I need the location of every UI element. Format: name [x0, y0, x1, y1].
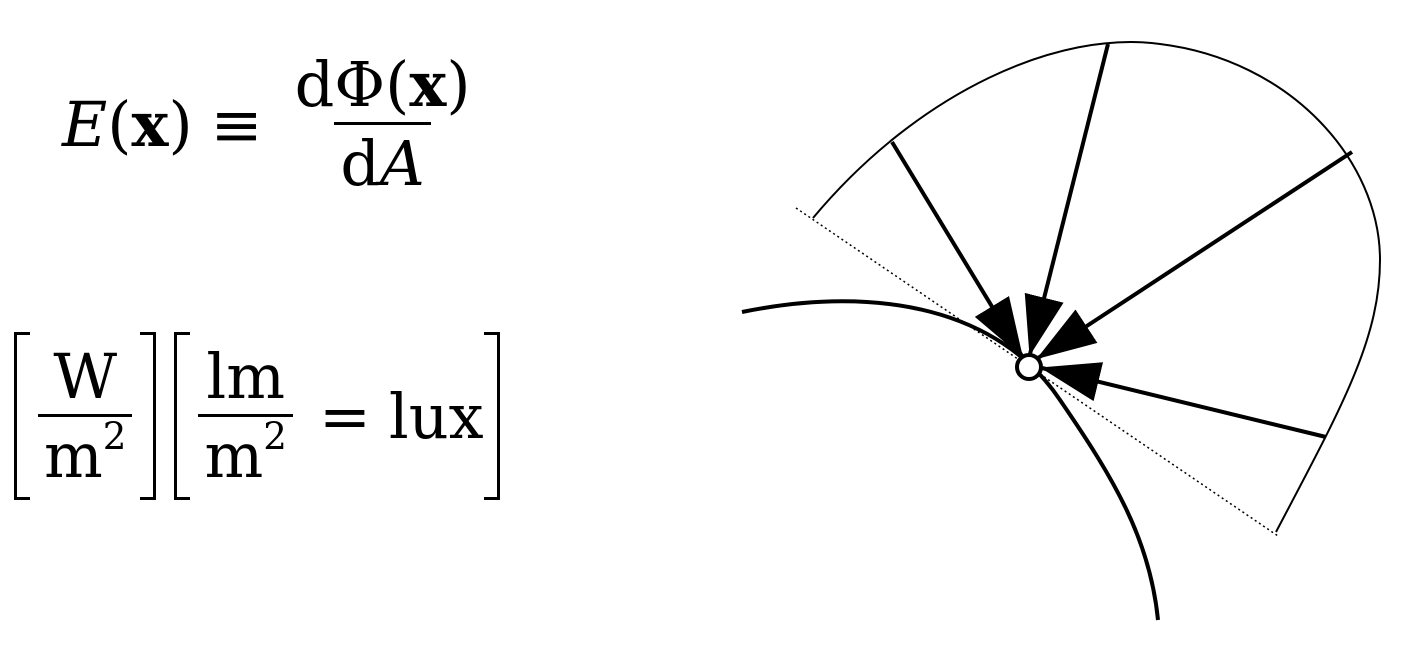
- unit-denominator: m2: [198, 413, 293, 487]
- unit-den-exp: 2: [102, 413, 127, 458]
- unit-numerator: W: [53, 339, 118, 413]
- surface-curve: [741, 299, 1160, 621]
- unit-den-base: m: [204, 418, 264, 492]
- photometric-units: lm m2 = lux: [174, 332, 500, 500]
- incident-ray-arrow: [1024, 43, 1110, 356]
- lumen-per-square-meter: lm m2: [198, 339, 293, 487]
- lhs-symbol: E: [62, 87, 108, 161]
- unit-den-base: m: [44, 418, 103, 492]
- num-phi: Φ: [334, 47, 386, 121]
- num-arg: x: [409, 47, 447, 121]
- fraction-denominator: dA: [334, 121, 431, 195]
- unit-den-exp: 2: [263, 413, 287, 458]
- surface-point-marker: [1015, 353, 1043, 381]
- unit-denominator: m2: [38, 413, 133, 487]
- equals-sign: =: [318, 379, 371, 453]
- lhs-paren-open: (: [107, 87, 132, 161]
- irradiance-units-formula: W m2 lm m2 = lux: [14, 326, 500, 506]
- bracket-left: [14, 332, 30, 500]
- flux-area-fraction: dΦ(x) dA: [289, 47, 477, 195]
- watt-per-square-meter: W m2: [38, 339, 133, 487]
- unit-numerator: lm: [206, 339, 286, 413]
- equiv-sign: ≡: [210, 87, 263, 161]
- hemisphere-arc: [812, 41, 1382, 533]
- num-d: d: [294, 47, 335, 121]
- lhs-arg: x: [131, 87, 169, 161]
- bracket-right: [140, 332, 157, 500]
- den-var: A: [380, 126, 425, 200]
- lhs-paren-close: ): [168, 87, 193, 161]
- bracket-left: [174, 332, 191, 500]
- lux-label: lux: [388, 379, 484, 453]
- radiometric-units: W m2: [14, 332, 157, 500]
- incident-ray-arrow: [890, 140, 1024, 358]
- irradiance-definition-formula: E(x) ≡ dΦ(x) dA: [62, 44, 485, 204]
- bracket-right: [483, 332, 500, 500]
- incident-ray-arrow: [1036, 150, 1354, 360]
- fraction-numerator: dΦ(x): [294, 47, 471, 121]
- den-d: d: [340, 126, 381, 200]
- incident-ray-arrow: [1040, 362, 1327, 439]
